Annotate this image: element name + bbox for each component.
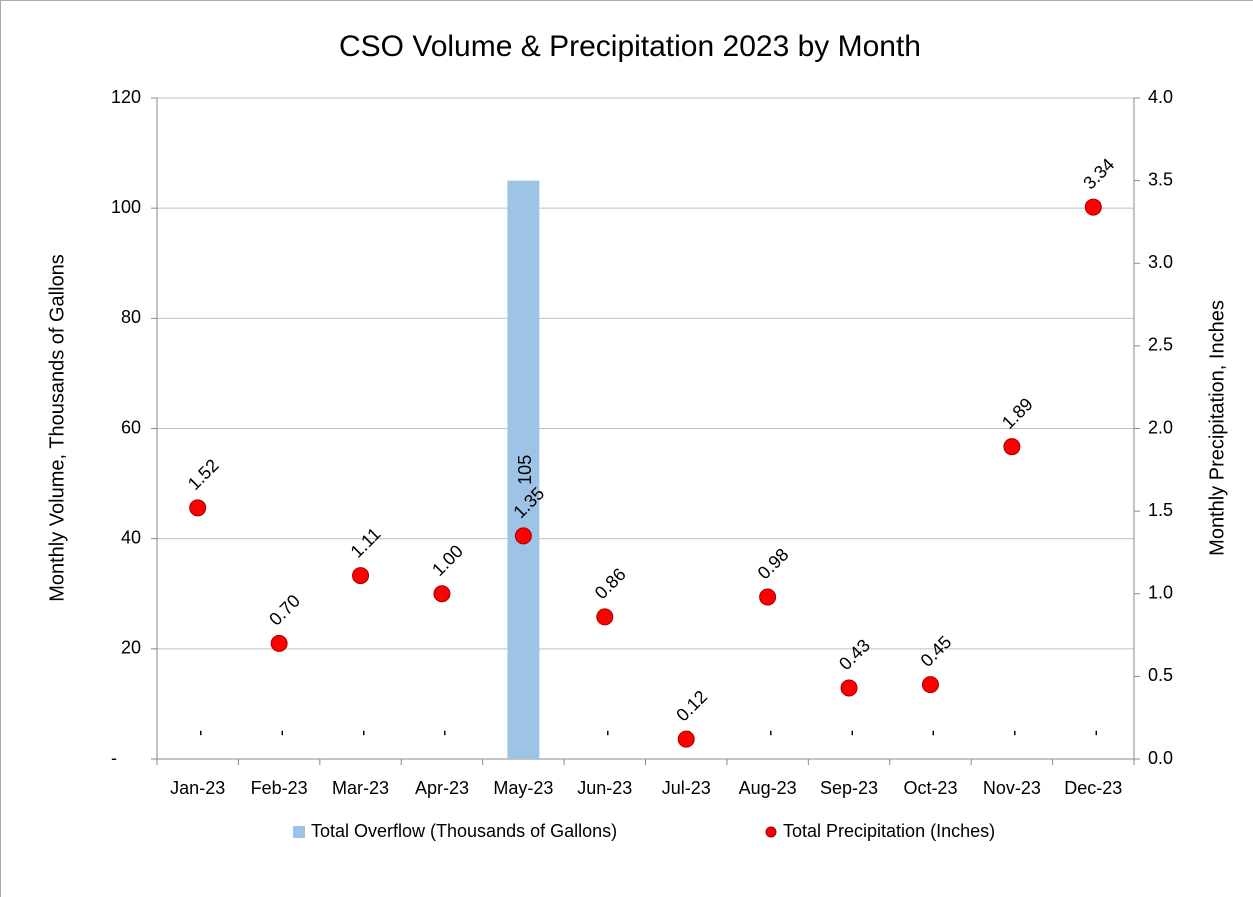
x-tick-label: Nov-23 — [983, 778, 1041, 798]
point — [514, 527, 532, 545]
bar-value-label: - — [271, 730, 291, 736]
bar-value-label: - — [1004, 730, 1024, 736]
legend-swatch — [765, 826, 777, 838]
bar — [507, 180, 540, 759]
y-axis-title: Monthly Volume, Thousands of Gallons — [46, 254, 68, 602]
y-tick-label: 40 — [121, 527, 141, 547]
y2-tick-label: 2.5 — [1148, 335, 1173, 355]
x-tick-label: May-23 — [493, 778, 553, 798]
bar-value-label: - — [434, 730, 454, 736]
y-tick-label: 120 — [111, 87, 141, 107]
y-tick-label: 60 — [121, 417, 141, 437]
y2-tick-label: 3.0 — [1148, 252, 1173, 272]
point — [1084, 198, 1102, 216]
bar-value-label: - — [352, 730, 372, 736]
x-tick-label: Sep-23 — [820, 778, 878, 798]
bar-value-label: - — [189, 730, 209, 736]
y2-axis-title: Monthly Precipitation, Inches — [1206, 300, 1228, 556]
x-tick-label: Oct-23 — [903, 778, 957, 798]
y2-tick-label: 0.0 — [1148, 748, 1173, 768]
point — [433, 585, 451, 603]
x-tick-label: Jul-23 — [662, 778, 711, 798]
point — [840, 679, 858, 697]
point — [596, 608, 614, 626]
point — [677, 730, 695, 748]
point — [921, 676, 939, 694]
point — [352, 567, 370, 585]
x-tick-label: Aug-23 — [739, 778, 797, 798]
x-tick-label: Jun-23 — [577, 778, 632, 798]
point — [270, 634, 288, 652]
bar-value-label: - — [1085, 730, 1105, 736]
legend-label: Total Overflow (Thousands of Gallons) — [311, 821, 617, 841]
x-tick-label: Mar-23 — [332, 778, 389, 798]
bar-value-label: - — [597, 730, 617, 736]
point — [1003, 438, 1021, 456]
y-tick-label: 80 — [121, 307, 141, 327]
legend-swatch — [293, 826, 305, 838]
chart-title: CSO Volume & Precipitation 2023 by Month — [339, 30, 921, 63]
y-tick-label: 20 — [121, 638, 141, 658]
y2-tick-label: 1.5 — [1148, 500, 1173, 520]
point — [759, 588, 777, 606]
bar-value-label: - — [922, 730, 942, 736]
point — [189, 499, 207, 517]
x-tick-label: Feb-23 — [251, 778, 308, 798]
y2-tick-label: 3.5 — [1148, 169, 1173, 189]
legend-label: Total Precipitation (Inches) — [783, 821, 995, 841]
x-tick-label: Apr-23 — [415, 778, 469, 798]
y2-tick-label: 1.0 — [1148, 583, 1173, 603]
bar-value-label: - — [759, 730, 779, 736]
x-tick-label: Dec-23 — [1064, 778, 1122, 798]
y2-tick-label: 4.0 — [1148, 87, 1173, 107]
y-tick-label: - — [111, 748, 117, 768]
bar-value-label: 105 — [515, 455, 535, 485]
y2-tick-label: 0.5 — [1148, 665, 1173, 685]
x-tick-label: Jan-23 — [170, 778, 225, 798]
y2-tick-label: 2.0 — [1148, 417, 1173, 437]
y-tick-label: 100 — [111, 197, 141, 217]
bar-value-label: - — [841, 730, 861, 736]
